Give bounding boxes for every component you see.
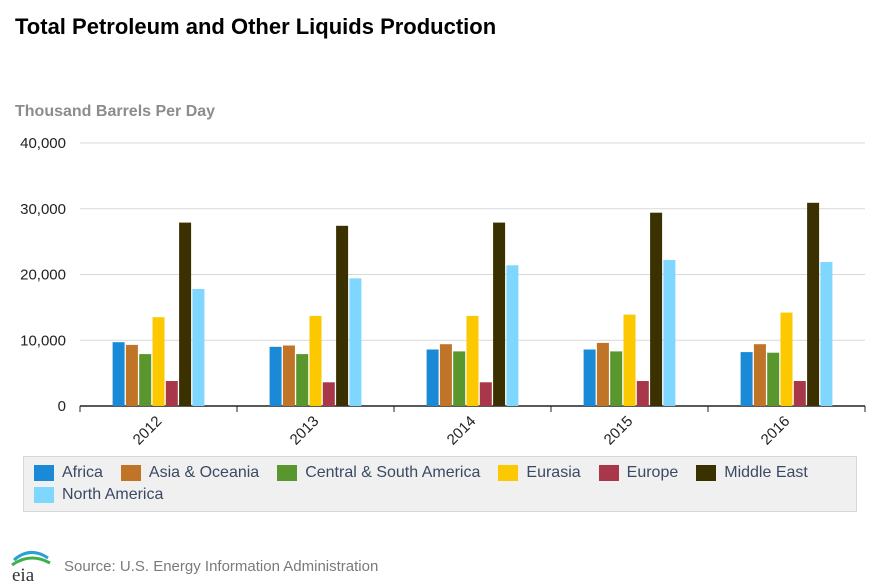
bar-central-south-america-2015: [610, 351, 623, 406]
legend-label: Asia & Oceania: [148, 464, 260, 481]
legend-label: Middle East: [724, 464, 808, 481]
bar-europe-2013: [322, 382, 335, 406]
bar-asia-oceania-2012: [125, 344, 138, 406]
legend-label: Central & South America: [305, 464, 481, 481]
legend-label: Africa: [62, 464, 103, 481]
bar-africa-2013: [269, 346, 282, 406]
y-tick-label: 20,000: [20, 267, 66, 284]
bar-middle-east-2012: [179, 222, 192, 406]
legend-swatch: [277, 465, 298, 481]
bar-asia-oceania-2016: [753, 344, 766, 406]
bar-eurasia-2013: [309, 315, 322, 406]
bar-asia-oceania-2014: [439, 344, 452, 406]
y-tick-label: 30,000: [20, 201, 66, 218]
legend-label: North America: [62, 486, 164, 503]
bar-middle-east-2013: [336, 225, 349, 406]
bar-eurasia-2014: [466, 315, 479, 406]
bar-europe-2014: [479, 382, 492, 406]
legend-swatch: [120, 465, 141, 481]
legend-swatch: [598, 465, 619, 481]
chart-title: Total Petroleum and Other Liquids Produc…: [15, 14, 497, 39]
bar-eurasia-2016: [780, 312, 793, 406]
legend-item-europe[interactable]: Europe: [598, 462, 679, 484]
bar-middle-east-2015: [650, 212, 663, 406]
eia-logo-icon: eia: [11, 551, 51, 584]
bar-central-south-america-2013: [296, 354, 309, 406]
x-tick-label: 2012: [130, 413, 166, 449]
y-tick-label: 10,000: [20, 332, 66, 349]
bar-africa-2012: [112, 342, 125, 406]
bar-africa-2016: [740, 352, 753, 406]
legend-item-middle-east[interactable]: Middle East: [696, 462, 808, 484]
y-tick-label: 40,000: [20, 135, 66, 152]
legend-item-north-america[interactable]: North America: [34, 484, 163, 506]
bar-africa-2015: [583, 349, 596, 406]
bar-north-america-2016: [820, 262, 833, 406]
bar-asia-oceania-2015: [596, 342, 609, 406]
legend-swatch: [34, 487, 54, 503]
bar-asia-oceania-2013: [282, 345, 295, 406]
bar-africa-2014: [426, 349, 439, 406]
legend-item-asia-oceania[interactable]: Asia & Oceania: [120, 462, 260, 484]
x-tick-label: 2016: [758, 413, 794, 449]
legend-item-eurasia[interactable]: Eurasia: [498, 462, 581, 484]
bar-north-america-2012: [192, 289, 205, 406]
bar-europe-2016: [793, 381, 806, 406]
legend-label: Europe: [626, 464, 679, 481]
legend-item-africa[interactable]: Africa: [34, 462, 103, 484]
bar-central-south-america-2016: [767, 352, 780, 406]
bar-central-south-america-2012: [139, 354, 152, 406]
bar-europe-2012: [165, 381, 178, 406]
y-axis-ticks: 0 10,000 20,000 30,000 40,000: [20, 135, 66, 415]
bar-north-america-2015: [663, 260, 676, 406]
source-text: Source: U.S. Energy Information Administ…: [64, 557, 379, 575]
bar-north-america-2014: [506, 265, 519, 406]
bar-central-south-america-2014: [453, 351, 466, 406]
logo-text: eia: [12, 565, 35, 584]
footer: eia Source: U.S. Energy Information Admi…: [8, 548, 378, 584]
bar-north-america-2013: [349, 278, 362, 406]
x-tick-label: 2013: [287, 413, 323, 449]
legend-label: Eurasia: [526, 464, 581, 481]
bar-europe-2015: [636, 381, 649, 406]
legend-swatch: [34, 465, 54, 481]
legend-swatch: [696, 465, 717, 481]
y-tick-label: 0: [58, 398, 66, 415]
legend-swatch: [498, 465, 519, 481]
bars: [112, 202, 833, 406]
y-axis-label: Thousand Barrels Per Day: [15, 103, 216, 120]
legend: Africa Asia & Oceania Central & South Amer…: [23, 456, 857, 512]
bar-middle-east-2016: [807, 202, 820, 406]
x-tick-label: 2015: [601, 413, 637, 449]
bar-middle-east-2014: [493, 222, 506, 406]
legend-item-central-south-america[interactable]: Central & South America: [277, 462, 480, 484]
bar-eurasia-2012: [152, 317, 165, 406]
x-tick-label: 2014: [444, 413, 480, 449]
bar-eurasia-2015: [623, 314, 636, 406]
x-axis-ticks: 2012 2013 2014 2015 2016: [79, 406, 866, 449]
